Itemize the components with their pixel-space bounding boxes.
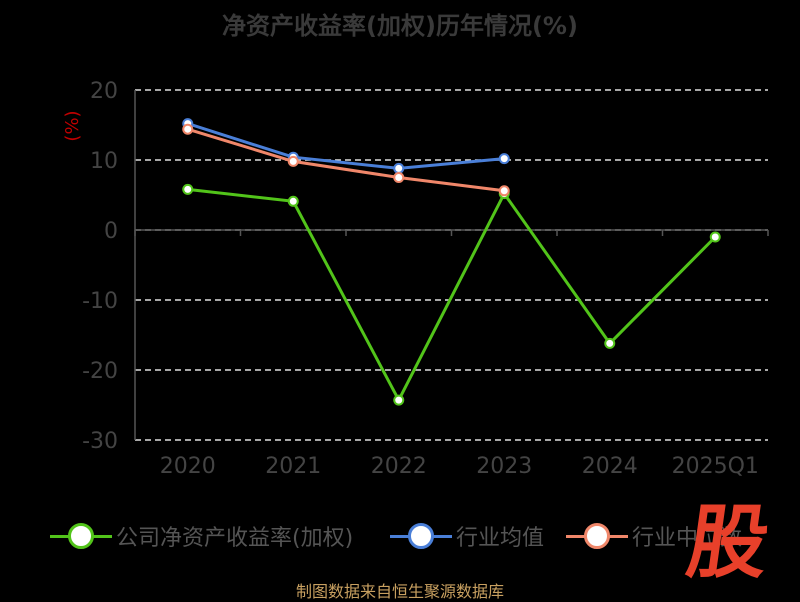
x-tick-label: 2020 <box>160 454 216 479</box>
legend-marker-industry-avg <box>390 521 452 551</box>
data-point <box>182 183 194 195</box>
data-point <box>393 394 405 406</box>
x-tick-label: 2022 <box>371 454 427 479</box>
y-tick-label: -30 <box>82 429 118 454</box>
x-tick-label: 2025Q1 <box>672 454 759 479</box>
x-tick-label: 2023 <box>476 454 532 479</box>
chart-legend: 公司净资产收益率(加权) 行业均值 行业中位数 <box>50 520 750 556</box>
data-point <box>393 172 405 183</box>
series-line-1 <box>187 122 505 170</box>
series-line-0 <box>187 187 717 404</box>
y-tick-label: 20 <box>90 79 118 104</box>
legend-label-industry-median: 行业中位数 <box>632 526 743 551</box>
data-point <box>182 123 194 135</box>
data-point <box>498 153 510 165</box>
legend-marker-company <box>50 521 112 551</box>
data-source-note: 制图数据来自恒生聚源数据库 <box>295 582 504 601</box>
legend-marker-industry-median <box>566 521 628 551</box>
x-tick-label: 2021 <box>265 454 321 479</box>
y-tick-label: 10 <box>90 149 118 174</box>
y-axis-unit-label: (%) <box>62 110 83 141</box>
legend-label-company: 公司净资产收益率(加权) <box>116 526 354 551</box>
data-point <box>393 162 405 174</box>
data-point <box>287 155 299 167</box>
legend-item-industry-avg[interactable]: 行业均值 <box>390 520 544 552</box>
y-tick-label: -20 <box>82 359 118 384</box>
legend-item-company[interactable]: 公司净资产收益率(加权) <box>50 520 353 552</box>
data-point <box>287 195 299 207</box>
legend-item-industry-median[interactable]: 行业中位数 <box>566 520 742 552</box>
y-tick-label: -10 <box>82 289 118 314</box>
chart-title: 净资产收益率(加权)历年情况(%) <box>222 12 578 40</box>
legend-label-industry-avg: 行业均值 <box>456 526 545 551</box>
x-tick-label: 2024 <box>582 454 638 479</box>
data-point <box>498 185 510 197</box>
series-line-2 <box>187 127 505 193</box>
data-point <box>604 337 616 349</box>
data-point <box>709 231 721 243</box>
logo-mark: 股 <box>681 496 775 589</box>
y-tick-label: 0 <box>104 219 118 244</box>
